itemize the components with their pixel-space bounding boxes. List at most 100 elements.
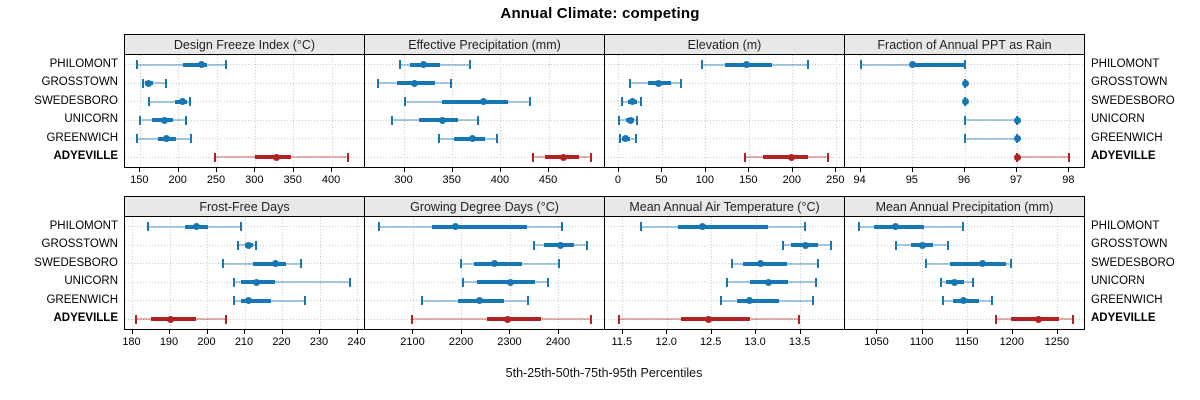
median-dot [245, 297, 253, 304]
axis-tick-label: 12.0 [655, 336, 677, 348]
whisker-cap [635, 134, 638, 143]
axis-tick [876, 330, 878, 334]
axis-tick-label: 11.5 [611, 336, 633, 348]
median-dot [704, 315, 712, 323]
axis-tick [617, 168, 619, 172]
horizontal-gridline [125, 82, 364, 84]
panel [124, 216, 365, 330]
whisker-cap [347, 152, 350, 162]
vertical-gridline [622, 217, 624, 329]
category-label: GREENWICH [1091, 293, 1163, 306]
whisker-cap [701, 60, 704, 69]
whisker-cap [942, 296, 945, 305]
axis-tick-label: 98 [1062, 174, 1075, 186]
horizontal-gridline [845, 156, 1084, 158]
category-label: ADYEVILLE [1091, 150, 1156, 162]
axis-tick-label: 180 [122, 336, 141, 348]
axis-tick-label: 200 [197, 336, 216, 348]
axis-tick-label: 2200 [448, 336, 474, 348]
vertical-gridline [922, 217, 924, 329]
whisker-cap [744, 152, 746, 162]
vertical-gridline [357, 217, 358, 329]
whisker-cap [1010, 259, 1012, 268]
whisker-cap [255, 240, 258, 250]
axis-tick-label: 200 [168, 174, 187, 186]
category-label: GREENWICH [46, 131, 118, 144]
whisker-cap [639, 222, 642, 231]
axis-tick [621, 330, 623, 334]
axis-tick-label: 350 [442, 174, 461, 186]
median-dot [757, 260, 765, 267]
panel [364, 54, 605, 168]
whisker-cap [225, 314, 228, 324]
whisker-cap [526, 296, 529, 305]
axis-tick [356, 330, 358, 334]
whisker-cap [462, 277, 465, 287]
median-dot [145, 79, 153, 87]
horizontal-gridline [605, 244, 844, 246]
panel-title: Fraction of Annual PPT as Rain [877, 37, 1052, 52]
vertical-gridline [558, 217, 560, 329]
panel-strip: Elevation (m) [604, 34, 845, 55]
iqr-bar [912, 62, 965, 67]
median-dot [1035, 315, 1043, 323]
whisker-cap [240, 222, 243, 231]
whisker-cap [225, 60, 228, 69]
axis-tick-label: 250 [826, 174, 845, 186]
axis-tick [704, 168, 706, 172]
panel-title: Design Freeze Index (°C) [173, 37, 316, 52]
horizontal-gridline [125, 318, 364, 320]
category-label: SWEDESBORO [34, 256, 118, 269]
iqr-bar [486, 317, 542, 321]
vertical-gridline [254, 55, 256, 167]
iqr-bar [474, 261, 523, 266]
vertical-gridline [1016, 55, 1018, 167]
horizontal-gridline [605, 101, 844, 102]
horizontal-gridline [605, 300, 844, 301]
horizontal-gridline [125, 119, 364, 121]
whisker-cap [546, 277, 549, 287]
axis-tick [460, 330, 462, 334]
whisker-cap [449, 78, 452, 88]
axis-tick-label: 13.0 [744, 336, 766, 348]
panel [124, 54, 365, 168]
median-dot [909, 61, 917, 68]
median-dot [787, 153, 795, 161]
category-label: ADYEVILLE [1091, 312, 1156, 324]
axis-tick-label: 250 [206, 174, 226, 186]
median-dot [166, 315, 174, 323]
category-label: ADYEVILLE [53, 150, 118, 162]
whisker-cap [496, 134, 499, 143]
horizontal-gridline [605, 64, 844, 65]
vertical-gridline [618, 55, 620, 167]
axis-tick [921, 330, 923, 334]
axis-tick [710, 330, 712, 334]
whisker-line [137, 63, 227, 66]
axis-tick-label: 0 [614, 174, 621, 186]
horizontal-gridline [365, 82, 604, 84]
axis-tick [281, 330, 283, 334]
axis-tick [169, 330, 170, 334]
whisker-cap [221, 259, 224, 268]
median-dot [503, 315, 511, 323]
panel [604, 216, 845, 330]
category-label: SWEDESBORO [1091, 256, 1175, 269]
whisker-cap [720, 296, 723, 305]
axis-tick-label: 100 [695, 174, 715, 186]
axis-tick-label: 2100 [400, 336, 425, 348]
iqr-bar [241, 298, 272, 303]
whisker-cap [136, 60, 139, 69]
whisker-line [965, 137, 1018, 140]
panel-title: Mean Annual Precipitation (mm) [875, 199, 1054, 214]
axis-tick-label: 150 [739, 174, 758, 186]
horizontal-gridline [125, 263, 364, 264]
horizontal-gridline [845, 226, 1084, 227]
iqr-bar [949, 261, 1006, 266]
vertical-gridline [331, 55, 333, 167]
whisker-cap [411, 314, 414, 324]
iqr-bar [742, 261, 788, 266]
whisker-cap [213, 152, 216, 162]
horizontal-gridline [845, 318, 1084, 320]
whisker-cap [812, 296, 814, 305]
axis-tick-label: 94 [853, 174, 866, 186]
